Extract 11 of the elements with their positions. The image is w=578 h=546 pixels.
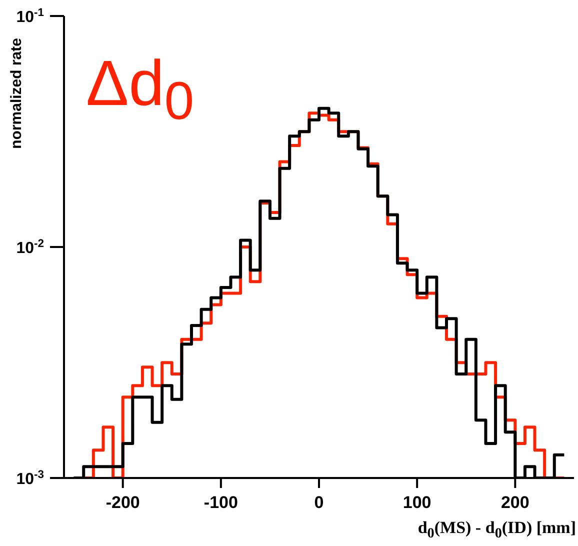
y-tick-label: 10$^{-1}$ bbox=[16, 7, 44, 26]
y-tick-label: 10$^{-2}$ bbox=[16, 238, 44, 257]
x-tick-label: -200 bbox=[106, 493, 140, 512]
x-tick-label: -100 bbox=[204, 493, 238, 512]
y-tick-label: 10$^{-3}$ bbox=[16, 469, 44, 488]
x-tick-label: 0 bbox=[314, 493, 324, 512]
annotation: Δd$_{0}$ bbox=[86, 46, 194, 132]
y-axis-title: normalized rate bbox=[8, 38, 25, 149]
x-tick-label: 100 bbox=[402, 493, 432, 512]
x-axis-title: d$_{0}$(MS) - d$_{0}$(ID) [mm] bbox=[418, 518, 576, 542]
x-tick-label: 200 bbox=[500, 493, 530, 512]
